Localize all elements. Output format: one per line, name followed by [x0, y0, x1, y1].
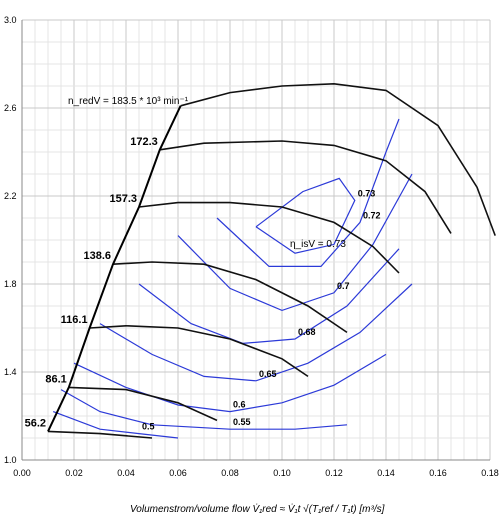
speed-label: 56.2	[25, 417, 46, 429]
efficiency-contour	[60, 389, 348, 430]
speed-lines	[47, 82, 496, 439]
efficiency-label: 0.72	[363, 210, 381, 220]
speed-line	[89, 324, 309, 378]
x-tick-label: 0.02	[65, 468, 83, 478]
efficiency-label: 0.73	[358, 188, 376, 198]
efficiency-annotation: η_isV = 0.73	[290, 239, 346, 250]
speed-line	[138, 201, 400, 274]
speed-line	[159, 140, 452, 234]
y-tick-label: 1.8	[4, 279, 17, 289]
x-tick-label: 0.10	[273, 468, 291, 478]
labels: 0.5 0.55 0.6 0.65 0.68 0.7 0.72 0.73 56.2 86.1 116…	[25, 136, 381, 432]
efficiency-contour	[52, 411, 179, 439]
speed-label: 157.3	[109, 193, 137, 205]
surge-line	[47, 105, 182, 432]
speed-annotation: n_redV = 183.5 * 10³ min⁻¹	[68, 96, 189, 107]
x-tick-label: 0.16	[429, 468, 447, 478]
efficiency-contour	[255, 177, 356, 254]
speed-label: 138.6	[83, 250, 111, 262]
y-tick-label: 1.0	[4, 455, 17, 465]
efficiency-contour	[216, 118, 400, 267]
speed-line	[180, 82, 496, 236]
x-tick-label: 0.12	[325, 468, 343, 478]
axes: 0.00 0.02 0.04 0.06 0.08 0.10 0.12 0.14 0.16 0.18…	[4, 15, 499, 478]
efficiency-contour	[138, 248, 400, 345]
x-tick-label: 0.14	[377, 468, 395, 478]
efficiency-label: 0.6	[233, 400, 246, 410]
x-tick-label: 0.00	[13, 468, 31, 478]
y-tick-label: 2.2	[4, 191, 17, 201]
efficiency-contour	[99, 283, 413, 382]
speed-label: 172.3	[130, 136, 158, 148]
x-tick-label: 0.04	[117, 468, 135, 478]
efficiency-label: 0.7	[337, 281, 350, 291]
surge-line-path	[47, 105, 182, 432]
efficiency-contour	[73, 353, 387, 413]
speed-label: 116.1	[61, 314, 88, 326]
y-tick-label: 1.4	[4, 367, 17, 377]
speed-label: 86.1	[45, 373, 66, 385]
y-tick-label: 3.0	[4, 15, 17, 25]
y-tick-label: 2.6	[4, 103, 17, 113]
efficiency-label: 0.68	[298, 327, 316, 337]
efficiency-label: 0.65	[259, 369, 277, 379]
efficiency-label: 0.55	[233, 417, 251, 427]
speed-line	[47, 430, 153, 439]
efficiency-label: 0.5	[142, 422, 155, 432]
x-axis-title: Volumenstrom/volume flow V̇₁red ≈ V̇₁t √…	[130, 502, 385, 515]
grid	[21, 19, 491, 461]
speed-line	[112, 261, 348, 334]
efficiency-contour	[177, 173, 413, 312]
x-tick-label: 0.18	[481, 468, 499, 478]
speed-line	[68, 386, 218, 422]
x-tick-label: 0.08	[221, 468, 239, 478]
efficiency-contours	[52, 118, 413, 439]
x-tick-label: 0.06	[169, 468, 187, 478]
